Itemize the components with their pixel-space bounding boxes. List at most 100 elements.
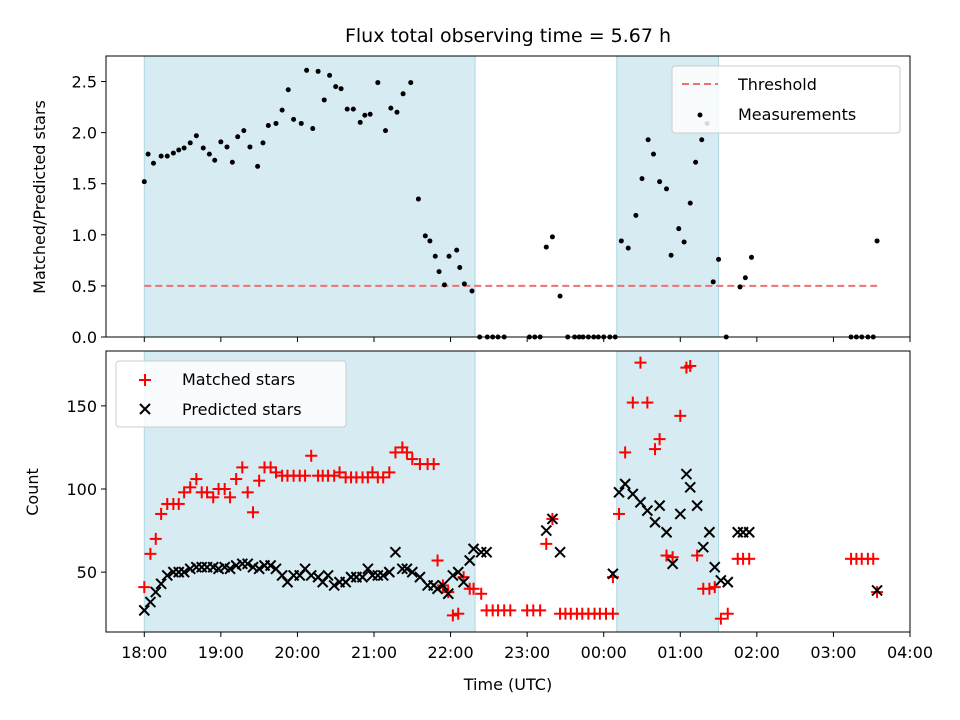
top-x-axis: [143, 337, 911, 342]
matched-point: [377, 471, 390, 484]
matched-point: [691, 549, 704, 562]
chart-title: Flux total observing time = 5.67 h: [345, 25, 671, 47]
measurement-point: [327, 72, 333, 78]
matched-point: [144, 547, 157, 560]
matched-point: [534, 604, 547, 617]
matched-point: [504, 604, 517, 617]
legend-matched-swatch: [139, 374, 151, 386]
predicted-point: [224, 563, 236, 575]
y-tick-label: 0.5: [72, 277, 97, 296]
measurement-point: [557, 293, 563, 299]
y-tick-label: 2.0: [72, 124, 97, 143]
measurement-point: [657, 179, 663, 185]
measurement-point: [145, 151, 151, 157]
predicted-point: [437, 579, 449, 592]
predicted-point: [715, 574, 727, 587]
measurement-point: [699, 137, 705, 143]
measurement-point: [664, 186, 670, 192]
matched-point: [236, 461, 249, 474]
measurement-point: [687, 200, 693, 206]
predicted-point: [442, 588, 454, 600]
matched-point: [613, 507, 626, 520]
measurement-point: [285, 87, 291, 93]
measurement-point: [748, 254, 754, 260]
matched-point: [721, 607, 734, 620]
measurement-point: [668, 252, 674, 258]
measurement-point: [193, 133, 199, 139]
predicted-point: [743, 526, 755, 538]
measurement-point: [446, 253, 452, 259]
measurement-point: [625, 245, 631, 251]
matched-point: [467, 582, 480, 595]
x-tick-label: 21:00: [351, 643, 397, 662]
x-tick-label: 01:00: [657, 643, 703, 662]
predicted-point: [396, 563, 409, 575]
matched-point: [190, 473, 203, 486]
measurement-point: [693, 159, 699, 165]
predicted-point: [161, 569, 173, 582]
matched-point: [431, 554, 444, 567]
matched-point: [703, 582, 716, 595]
measurement-point: [394, 109, 400, 115]
measurement-point: [367, 111, 373, 117]
matched-stars-series: [138, 356, 884, 625]
bottom-y-axis-label: Count: [23, 468, 42, 516]
predicted-point: [722, 576, 734, 588]
measurement-point: [150, 160, 156, 166]
predicted-point: [431, 583, 444, 595]
matched-point: [201, 486, 214, 499]
matched-point: [641, 396, 654, 409]
matched-point: [653, 433, 666, 446]
measurement-point: [645, 137, 651, 143]
predicted-point: [691, 499, 703, 512]
matched-point: [241, 486, 254, 499]
measurement-point: [362, 112, 368, 118]
y-tick-label: 0.0: [72, 328, 97, 347]
measurement-point: [141, 179, 147, 185]
predicted-point: [607, 568, 619, 580]
measurement-point: [543, 244, 549, 250]
measurement-point: [400, 91, 406, 97]
measurement-point: [260, 140, 266, 146]
matched-point: [149, 532, 162, 545]
x-tick-label: 00:00: [581, 643, 627, 662]
matched-point: [867, 552, 880, 565]
legend-predicted-label: Predicted stars: [182, 400, 302, 419]
predicted-point: [253, 563, 265, 575]
measurement-point: [432, 253, 438, 259]
measurement-point: [206, 151, 212, 157]
predicted-point: [155, 578, 167, 590]
measurement-point: [181, 145, 187, 151]
measurement-point: [279, 107, 285, 113]
matched-point: [649, 443, 662, 456]
shaded-interval: [143, 55, 476, 338]
matched-point: [871, 586, 884, 599]
measurement-point: [176, 147, 182, 153]
predicted-point: [356, 571, 369, 583]
measurement-point: [158, 153, 164, 159]
measurement-point: [255, 163, 261, 169]
predicted-point: [178, 566, 190, 578]
measurement-point: [457, 265, 463, 271]
measurement-point: [382, 128, 388, 134]
measurement-point: [218, 139, 224, 145]
top-panel: 0.0 0.5 1.0 1.5 2.0 2.5 Matched/Predicted sta…: [30, 55, 911, 347]
measurement-point: [265, 122, 271, 128]
measurement-point: [170, 150, 176, 156]
measurement-point: [415, 196, 421, 202]
matched-point: [666, 551, 679, 564]
predicted-point: [383, 566, 396, 578]
predicted-point: [871, 584, 883, 597]
measurement-point: [241, 128, 247, 134]
predicted-point: [674, 508, 686, 520]
matched-point: [634, 356, 647, 369]
matched-point: [660, 549, 673, 562]
x-tick-label: 02:00: [734, 643, 780, 662]
x-tick-label: 22:00: [428, 643, 474, 662]
measurement-point: [350, 106, 356, 112]
y-tick-label: 1.0: [72, 226, 97, 245]
measurement-point: [212, 157, 218, 163]
measurement-point: [344, 106, 350, 112]
top-shaded-intervals: [143, 55, 720, 338]
bottom-axes-frame: [105, 350, 911, 633]
